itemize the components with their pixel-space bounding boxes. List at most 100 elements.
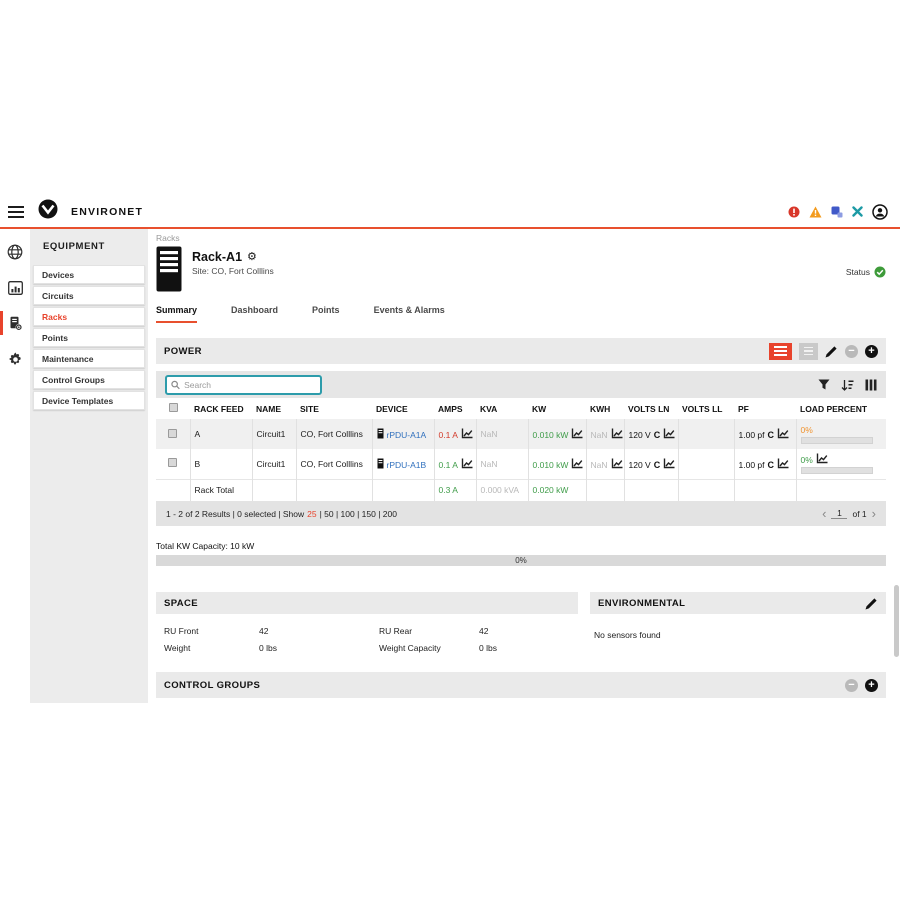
field-value: 0 lbs <box>479 643 497 653</box>
sidebar-item-control-groups[interactable]: Control Groups <box>33 370 145 389</box>
hamburger-menu-icon[interactable] <box>8 205 24 218</box>
sidebar-item-circuits[interactable]: Circuits <box>33 286 145 305</box>
volts-ll-value <box>678 449 735 479</box>
trend-chart-icon[interactable] <box>571 458 583 469</box>
remove-button[interactable]: − <box>845 344 858 358</box>
cell-name: Circuit1 <box>252 419 297 449</box>
columns-icon[interactable] <box>865 379 877 391</box>
scrollbar[interactable] <box>894 585 899 657</box>
globe-icon[interactable] <box>0 242 30 262</box>
add-control-group-button[interactable]: + <box>865 678 878 692</box>
sidebar-header: EQUIPMENT <box>43 241 105 252</box>
list-view-button[interactable] <box>769 342 792 360</box>
trend-chart-icon[interactable] <box>777 428 789 439</box>
environet-app-window: ENVIRONET EQUIPMENT <box>0 196 900 703</box>
sidebar-item-maintenance[interactable]: Maintenance <box>33 349 145 368</box>
field-label: RU Front <box>164 626 199 636</box>
page-number-input[interactable]: 1 <box>831 508 848 519</box>
sidebar-item-device-templates[interactable]: Device Templates <box>33 391 145 410</box>
tab-summary[interactable]: Summary <box>156 305 198 323</box>
user-account-icon[interactable] <box>872 203 888 220</box>
trend-chart-icon[interactable] <box>461 458 473 469</box>
trend-chart-icon[interactable] <box>611 428 623 439</box>
table-row-feed-a: A Circuit1 CO, Fort Colllins rPDU-A1A 0.… <box>156 419 886 449</box>
control-groups-section: CONTROL GROUPS − + <box>156 672 886 698</box>
search-input[interactable] <box>184 379 316 390</box>
col-amps[interactable]: AMPS <box>438 403 463 414</box>
tab-events-alarms[interactable]: Events & Alarms <box>373 305 445 315</box>
col-device[interactable]: DEVICE <box>376 403 408 414</box>
maintenance-icon[interactable] <box>852 206 863 217</box>
tab-dashboard[interactable]: Dashboard <box>231 305 279 315</box>
col-load-percent[interactable]: LOAD PERCENT <box>800 403 868 414</box>
kw-capacity-bar: 0% <box>156 555 886 566</box>
row-checkbox[interactable] <box>168 458 178 468</box>
next-page-chevron-icon[interactable]: › <box>871 506 876 521</box>
equipment-sidebar: EQUIPMENT Devices Circuits Racks Points … <box>30 229 148 703</box>
page-of-text: of 1 <box>852 508 867 519</box>
kwh-value: NaN <box>590 430 608 440</box>
equipment-icon[interactable] <box>0 311 30 335</box>
table-toolbar <box>156 371 886 398</box>
sidebar-item-devices[interactable]: Devices <box>33 265 145 284</box>
rack-settings-gear-icon[interactable]: ⚙ <box>247 250 257 263</box>
col-volts-ln[interactable]: VOLTS LN <box>628 403 670 414</box>
trend-chart-icon[interactable] <box>777 458 789 469</box>
edit-pencil-icon[interactable] <box>865 597 878 610</box>
sidebar-item-racks[interactable]: Racks <box>33 307 145 326</box>
page-size-options[interactable]: | 50 | 100 | 150 | 200 <box>319 508 397 519</box>
breadcrumb[interactable]: Racks <box>156 233 180 243</box>
trend-chart-icon[interactable] <box>461 428 473 439</box>
table-row-feed-b: B Circuit1 CO, Fort Colllins rPDU-A1B 0.… <box>156 449 886 479</box>
col-rack-feed[interactable]: RACK FEED <box>194 403 244 414</box>
volts-ll-value <box>678 419 735 449</box>
load-percent-value: 0% <box>800 455 813 466</box>
settings-gear-icon[interactable] <box>0 350 30 369</box>
kw-value: 0.010 kW <box>532 459 569 470</box>
filter-icon[interactable] <box>818 379 830 390</box>
kw-value: 0.010 kW <box>532 430 569 440</box>
trend-chart-icon[interactable] <box>663 458 675 469</box>
trend-chart-icon[interactable] <box>571 428 583 439</box>
power-table: RACK FEED NAME SITE DEVICE AMPS KVA KW K… <box>156 398 886 501</box>
device-link[interactable]: rPDU-A1B <box>386 459 427 470</box>
tab-points[interactable]: Points <box>312 305 340 315</box>
total-kw: 0.020 kW <box>532 485 569 496</box>
trend-chart-icon[interactable] <box>816 453 828 464</box>
col-site[interactable]: SITE <box>300 403 319 414</box>
load-percent-bar <box>800 467 873 475</box>
remove-control-group-button[interactable]: − <box>845 678 858 692</box>
sidebar-item-points[interactable]: Points <box>33 328 145 347</box>
search-icon <box>171 380 180 389</box>
critical-alarm-icon[interactable] <box>788 206 800 218</box>
device-link[interactable]: rPDU-A1A <box>386 430 427 440</box>
field-value: 42 <box>259 626 269 636</box>
prev-page-chevron-icon[interactable]: ‹ <box>822 506 827 521</box>
compact-view-button[interactable] <box>799 342 818 360</box>
page-size-25[interactable]: 25 <box>307 508 317 519</box>
rack-image-icon <box>156 246 182 292</box>
trend-chart-icon[interactable] <box>663 428 675 439</box>
trend-chart-icon[interactable] <box>611 458 623 469</box>
sort-icon[interactable] <box>841 379 854 391</box>
col-pf[interactable]: PF <box>738 403 749 414</box>
device-rack-icon <box>377 428 383 439</box>
select-all-checkbox[interactable] <box>168 403 178 412</box>
col-kva[interactable]: KVA <box>480 403 498 414</box>
kva-value: NaN <box>480 429 498 439</box>
col-volts-ll[interactable]: VOLTS LL <box>682 403 723 414</box>
notifications-icon[interactable] <box>831 206 843 218</box>
warning-alarm-icon[interactable] <box>809 206 822 218</box>
add-button[interactable]: + <box>865 344 878 358</box>
col-name[interactable]: NAME <box>256 403 282 414</box>
kwh-value: NaN <box>590 459 608 470</box>
search-box[interactable] <box>165 374 322 395</box>
dashboard-icon[interactable] <box>0 279 30 297</box>
col-kw[interactable]: KW <box>532 403 547 414</box>
cell-rack-feed: B <box>190 449 253 479</box>
col-kwh[interactable]: KWH <box>590 403 611 414</box>
row-checkbox[interactable] <box>168 428 178 438</box>
edit-pencil-icon[interactable] <box>825 345 838 358</box>
calculated-flag: C <box>767 430 775 440</box>
pagination-bar: 1 - 2 of 2 Results | 0 selected | Show 25… <box>156 501 886 526</box>
